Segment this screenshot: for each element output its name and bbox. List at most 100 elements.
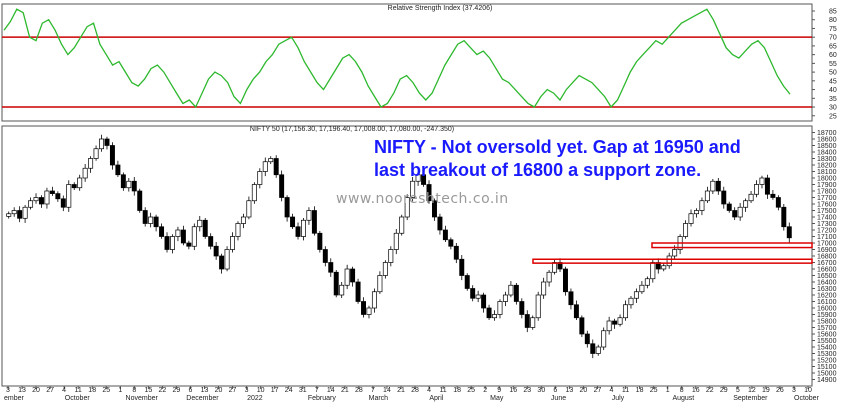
candle-body bbox=[628, 297, 634, 306]
candle-body bbox=[513, 284, 519, 302]
x-tick-label: 1 bbox=[118, 387, 122, 394]
candle-body bbox=[93, 148, 99, 159]
candle-body bbox=[126, 180, 132, 189]
candle-body bbox=[683, 223, 689, 237]
x-tick-label: 14 bbox=[327, 387, 335, 394]
x-tick-label: 11 bbox=[439, 387, 446, 394]
rsi-y-tick-label: 25 bbox=[829, 113, 837, 120]
rsi-y-tick-label: 65 bbox=[829, 43, 837, 50]
candle-body bbox=[301, 219, 306, 237]
candle-body bbox=[404, 197, 410, 218]
candle-body bbox=[672, 249, 678, 257]
x-tick-label: 4 bbox=[427, 387, 431, 394]
x-tick-label: 10 bbox=[257, 387, 265, 394]
candle-body bbox=[224, 249, 230, 270]
candle-body bbox=[153, 216, 159, 228]
candle-body bbox=[650, 262, 656, 280]
x-tick-label: 30 bbox=[537, 387, 545, 394]
price-y-tick-label: 16500 bbox=[817, 273, 837, 280]
candle-body bbox=[295, 226, 301, 237]
candle-body bbox=[453, 245, 459, 260]
candle-body bbox=[257, 171, 263, 185]
rsi-line bbox=[3, 8, 791, 109]
price-y-tick-label: 15200 bbox=[817, 358, 837, 365]
x-tick-label: 6 bbox=[189, 387, 193, 394]
candle-body bbox=[170, 236, 175, 250]
rsi-y-tick-label: 40 bbox=[829, 87, 837, 94]
x-tick-label: 4 bbox=[62, 387, 66, 394]
candle-body bbox=[213, 245, 219, 257]
x-tick-label: 29 bbox=[173, 387, 181, 394]
candle-body bbox=[781, 206, 787, 228]
price-y-tick-label: 16300 bbox=[817, 286, 837, 293]
candle-body bbox=[623, 304, 628, 319]
candle-body bbox=[612, 320, 618, 325]
candle-body bbox=[644, 278, 650, 286]
candle-body bbox=[399, 216, 405, 234]
candle-body bbox=[28, 200, 34, 208]
x-tick-label: 11 bbox=[622, 387, 629, 394]
candle-body bbox=[82, 167, 88, 179]
x-tick-label: 18 bbox=[88, 387, 96, 394]
candle-body bbox=[432, 200, 437, 218]
price-y-tick-label: 17500 bbox=[817, 208, 837, 215]
price-y-tick-label: 18600 bbox=[817, 137, 837, 144]
rsi-y-tick-label: 45 bbox=[829, 78, 837, 85]
x-tick-label: 22 bbox=[706, 387, 714, 394]
x-tick-label: 31 bbox=[299, 387, 307, 394]
candle-body bbox=[568, 291, 574, 306]
price-y-tick-label: 15900 bbox=[817, 312, 837, 319]
candle-body bbox=[104, 138, 110, 146]
x-tick-label: 8 bbox=[680, 387, 684, 394]
candle-body bbox=[77, 177, 83, 189]
candle-body bbox=[55, 193, 61, 200]
x-tick-label: 27 bbox=[46, 387, 54, 394]
price-y-tick-label: 16600 bbox=[817, 267, 837, 274]
candle-body bbox=[459, 258, 465, 276]
candle-body bbox=[388, 249, 394, 263]
candle-body bbox=[492, 314, 497, 319]
candle-body bbox=[6, 213, 12, 217]
chart-annotation: NIFTY - Not oversold yet. Gap at 16950 a… bbox=[374, 136, 794, 182]
candle-body bbox=[661, 265, 667, 270]
candle-body bbox=[486, 307, 492, 319]
rsi-y-tick-label: 80 bbox=[829, 17, 837, 24]
candle-body bbox=[552, 262, 558, 273]
x-tick-label: 7 bbox=[371, 387, 375, 394]
candle-body bbox=[519, 301, 525, 315]
candle-body bbox=[541, 281, 547, 296]
price-title: NIFTY 50 (17,156.30, 17,196.40, 17,008.0… bbox=[250, 126, 454, 133]
x-tick-label: 18 bbox=[453, 387, 461, 394]
x-tick-label: 21 bbox=[397, 387, 405, 394]
candle-body bbox=[339, 284, 345, 296]
price-y-tick-label: 16900 bbox=[817, 247, 837, 254]
candle-body bbox=[764, 177, 770, 195]
candle-body bbox=[562, 268, 568, 293]
x-tick-label: 8 bbox=[132, 387, 136, 394]
candle-body bbox=[530, 317, 536, 328]
candle-body bbox=[219, 255, 225, 270]
candle-body bbox=[382, 262, 388, 276]
candle-body bbox=[595, 346, 601, 354]
candle-body bbox=[137, 190, 143, 211]
price-y-tick-label: 18700 bbox=[817, 130, 837, 137]
candle-body bbox=[770, 193, 776, 198]
candle-body bbox=[148, 216, 154, 224]
x-tick-label: 22 bbox=[158, 387, 166, 394]
x-month-label: February bbox=[308, 395, 337, 402]
candle-body bbox=[344, 268, 350, 286]
rsi-frame bbox=[1, 3, 813, 122]
gap-zone-box bbox=[651, 242, 813, 249]
x-month-label: July bbox=[612, 395, 625, 402]
x-tick-label: 27 bbox=[229, 387, 237, 394]
x-month-label: ember bbox=[4, 395, 25, 402]
candle-body bbox=[421, 174, 427, 185]
x-tick-label: 13 bbox=[566, 387, 574, 394]
candle-body bbox=[448, 239, 454, 247]
price-y-tick-label: 17200 bbox=[817, 228, 837, 235]
candle-body bbox=[726, 203, 732, 211]
candle-body bbox=[317, 232, 323, 250]
annotation-line-1: NIFTY - Not oversold yet. Gap at 16950 a… bbox=[374, 137, 741, 157]
candle-body bbox=[693, 210, 699, 215]
candle-body bbox=[546, 271, 552, 283]
